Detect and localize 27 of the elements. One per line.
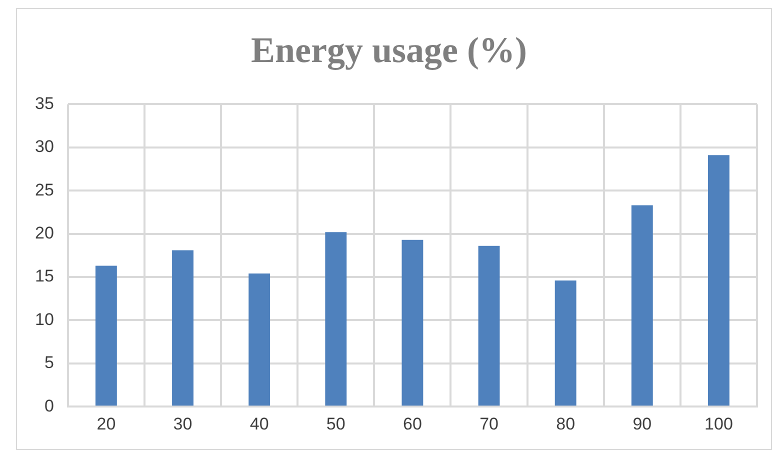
bar [478,246,500,406]
x-tick-label: 80 [556,414,576,434]
x-tick-label: 60 [402,414,422,434]
bar [325,232,347,406]
y-tick-label: 0 [44,396,54,416]
bar [631,205,653,406]
y-tick-label: 25 [34,180,54,200]
y-tick-label: 15 [34,266,54,286]
x-tick-label: 90 [632,414,652,434]
y-tick-label: 30 [34,137,54,156]
bar [248,274,270,406]
bar [402,240,424,406]
y-tick-label: 35 [34,94,54,113]
bar [708,155,730,406]
y-tick-label: 10 [34,310,54,329]
x-tick-label: 40 [250,414,269,434]
x-tick-label: 100 [704,414,733,434]
y-tick-label: 20 [34,223,54,242]
x-tick-label: 50 [326,414,346,434]
bar [172,250,194,406]
bar [95,266,117,406]
x-tick-label: 70 [480,414,498,434]
chart-title: Energy usage (%) [251,30,527,70]
x-tick-label: 30 [173,414,192,434]
y-tick-label: 5 [44,353,54,372]
x-tick-label: 20 [96,414,116,434]
bar [554,280,576,406]
